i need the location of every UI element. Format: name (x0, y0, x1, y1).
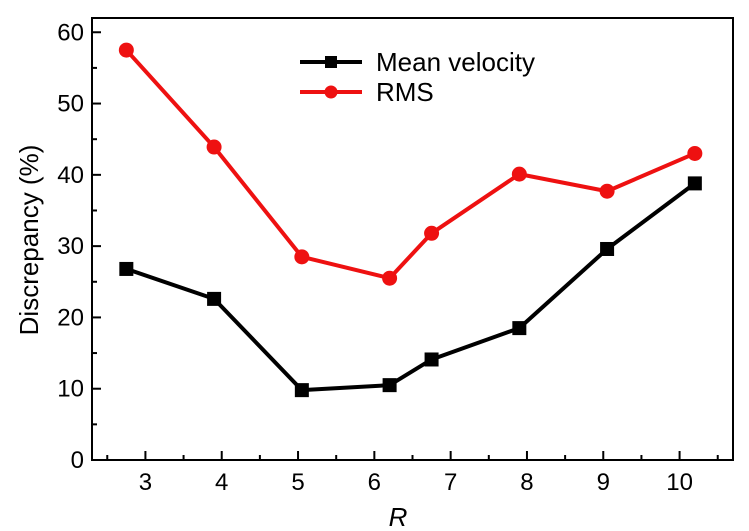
x-tick-label: 10 (666, 469, 693, 496)
y-axis-title: Discrepancy (%) (14, 145, 44, 336)
y-tick-label: 60 (57, 19, 84, 46)
data-point-rms (599, 183, 615, 199)
x-tick-label: 4 (215, 469, 228, 496)
data-point-mean-velocity (600, 241, 615, 256)
y-tick-label: 0 (71, 447, 84, 474)
data-point-mean-velocity (294, 383, 309, 398)
data-point-rms (511, 166, 527, 182)
y-tick-label: 20 (57, 304, 84, 331)
series-line-mean-velocity (125, 181, 697, 393)
y-tick-label: 30 (57, 233, 84, 260)
series-layer (118, 42, 703, 398)
data-point-mean-velocity (119, 261, 134, 276)
x-axis-title: R (389, 502, 408, 531)
legend-label-mean-velocity: Mean velocity (376, 47, 535, 77)
data-point-rms (687, 145, 703, 161)
data-point-rms (118, 42, 134, 58)
data-point-mean-velocity (424, 352, 439, 367)
data-point-rms (424, 225, 440, 241)
data-point-mean-velocity (687, 176, 702, 191)
x-tick-label: 6 (368, 469, 381, 496)
x-tick-label: 3 (139, 469, 152, 496)
legend-label-rms: RMS (376, 77, 434, 107)
series-rms (118, 42, 703, 286)
series-mean-velocity (119, 176, 702, 398)
legend-marker-rms (324, 85, 338, 99)
data-point-rms (206, 139, 222, 155)
data-point-rms (382, 270, 398, 286)
x-tick-label: 9 (597, 469, 610, 496)
axes: 0 10 20 30 40 50 60 3 4 5 6 7 8 9 10 (57, 17, 734, 496)
data-point-rms (294, 249, 310, 265)
y-tick-label: 50 (57, 91, 84, 118)
data-point-mean-velocity (512, 321, 527, 336)
legend-marker-mean-velocity (325, 56, 337, 68)
x-tick-label: 5 (291, 469, 304, 496)
data-point-mean-velocity (382, 378, 397, 393)
x-tick-label: 7 (444, 469, 457, 496)
x-tick-label: 8 (520, 469, 533, 496)
y-tick-label: 40 (57, 162, 84, 189)
y-tick-label: 10 (57, 376, 84, 403)
data-point-mean-velocity (207, 291, 222, 306)
legend: Mean velocity RMS (300, 47, 535, 107)
series-line-rms (124, 48, 696, 281)
